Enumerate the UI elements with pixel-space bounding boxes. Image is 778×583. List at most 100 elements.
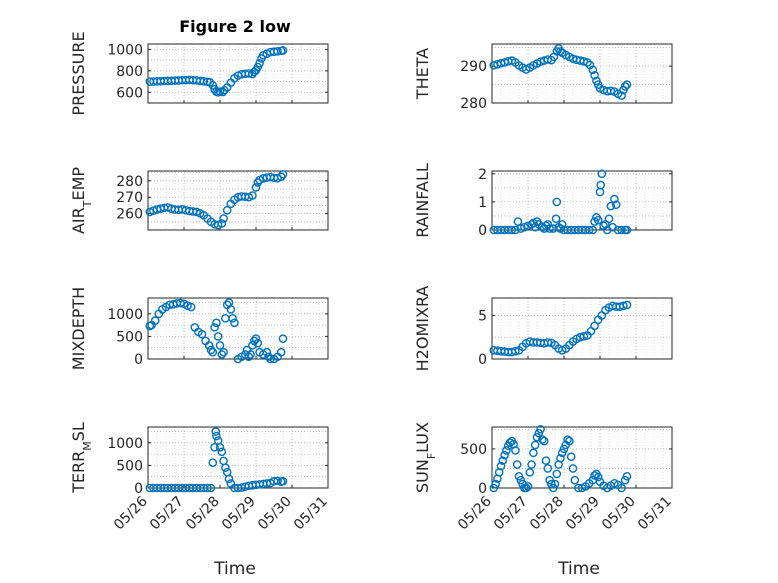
data-point bbox=[579, 332, 589, 341]
data-point bbox=[217, 447, 227, 457]
y-tick-label: 0 bbox=[478, 223, 487, 239]
data-point bbox=[516, 475, 526, 485]
x-tick-label: 05/31 bbox=[635, 494, 675, 534]
data-point bbox=[498, 456, 508, 465]
data-point bbox=[529, 448, 538, 458]
data-point bbox=[620, 82, 630, 91]
data-point bbox=[551, 214, 561, 224]
data-point bbox=[512, 460, 522, 469]
data-point bbox=[590, 71, 599, 80]
data-point bbox=[217, 350, 227, 359]
x-tick-label: 05/27 bbox=[491, 494, 531, 534]
data-point bbox=[255, 59, 264, 68]
data-point bbox=[176, 298, 185, 308]
data-point bbox=[523, 482, 533, 491]
data-point bbox=[588, 225, 598, 235]
data-point bbox=[596, 180, 606, 190]
y-tick-label: 280 bbox=[460, 96, 487, 112]
subplot-pressure: 600 800 1000 PRESSURE Figure 2 low bbox=[69, 17, 329, 116]
data-point bbox=[262, 347, 272, 357]
axis-label: AIRTEMP bbox=[69, 167, 94, 234]
data-point bbox=[590, 321, 599, 331]
axes-box bbox=[147, 170, 329, 231]
x-tick-label: 05/30 bbox=[255, 494, 295, 534]
y-tick-label: 500 bbox=[460, 442, 487, 458]
data-point bbox=[507, 225, 517, 235]
y-tick-label: 1000 bbox=[107, 436, 143, 452]
axis-label: THETA bbox=[413, 48, 432, 100]
data-point bbox=[251, 334, 261, 343]
data-point bbox=[278, 46, 288, 55]
data-point bbox=[584, 225, 594, 235]
x-tick-label: 05/27 bbox=[147, 494, 187, 534]
data-point bbox=[246, 350, 255, 359]
x-tick-label: 05/29 bbox=[563, 494, 603, 534]
data-point bbox=[511, 346, 520, 356]
plot-area bbox=[492, 171, 672, 230]
data-point bbox=[622, 471, 632, 481]
data-point bbox=[559, 444, 569, 454]
data-point bbox=[219, 214, 228, 223]
data-point bbox=[502, 446, 511, 455]
data-point bbox=[244, 69, 254, 78]
data-point bbox=[253, 338, 263, 348]
data-point bbox=[593, 472, 603, 482]
data-point bbox=[218, 87, 228, 97]
data-point bbox=[491, 479, 500, 489]
data-point bbox=[610, 194, 619, 204]
x-axis-label: Time bbox=[213, 559, 256, 579]
data-point bbox=[204, 341, 214, 350]
data-point bbox=[604, 214, 614, 224]
data-point bbox=[552, 197, 562, 207]
data-point bbox=[224, 474, 234, 484]
data-point bbox=[210, 323, 219, 332]
data-point bbox=[273, 46, 282, 56]
data-point bbox=[557, 220, 567, 229]
data-point bbox=[211, 427, 220, 436]
data-point bbox=[521, 483, 531, 493]
data-point bbox=[186, 302, 196, 312]
data-point bbox=[606, 86, 616, 96]
y-tick-label: 500 bbox=[116, 458, 143, 474]
axes-box bbox=[491, 297, 673, 360]
data-point bbox=[619, 301, 628, 311]
data-point bbox=[536, 425, 545, 434]
x-tick-label: 05/31 bbox=[291, 494, 331, 534]
data-point bbox=[570, 475, 580, 485]
data-point bbox=[539, 436, 549, 446]
data-point bbox=[278, 169, 288, 179]
data-point bbox=[150, 316, 160, 325]
subplot-mixdepth: 0 500 1000 MIXDEPTH bbox=[69, 287, 329, 370]
data-point bbox=[538, 435, 547, 444]
data-point bbox=[541, 456, 551, 465]
data-point bbox=[563, 435, 572, 444]
data-point bbox=[617, 483, 626, 493]
data-point bbox=[597, 169, 607, 179]
x-axis-label: Time bbox=[557, 559, 600, 579]
data-point bbox=[212, 431, 221, 441]
y-tick-label: 1 bbox=[478, 195, 487, 211]
data-point bbox=[199, 77, 209, 86]
axis-label: PRESSURE bbox=[69, 31, 88, 115]
data-point bbox=[212, 318, 221, 328]
data-point bbox=[489, 483, 499, 493]
y-tick-label: 600 bbox=[116, 85, 143, 101]
data-point bbox=[511, 225, 520, 235]
data-point bbox=[568, 464, 578, 473]
data-point bbox=[565, 436, 574, 446]
data-point bbox=[511, 446, 520, 455]
axis-label: TERRMSL bbox=[69, 422, 94, 494]
data-point bbox=[221, 463, 230, 472]
data-point bbox=[276, 172, 286, 182]
data-point bbox=[620, 475, 630, 485]
axis-label: SUNFLUX bbox=[413, 422, 438, 493]
data-point bbox=[593, 215, 603, 225]
x-tick-label: 05/26 bbox=[455, 493, 495, 533]
y-tick-label: 260 bbox=[116, 207, 143, 223]
data-point bbox=[217, 219, 227, 228]
chart-title: Figure 2 low bbox=[179, 17, 291, 36]
axis-label: RAINFALL bbox=[413, 163, 432, 238]
data-point bbox=[622, 225, 632, 235]
y-tick-label: 0 bbox=[478, 352, 487, 368]
axis-label: H2OMIXRA bbox=[413, 286, 432, 372]
